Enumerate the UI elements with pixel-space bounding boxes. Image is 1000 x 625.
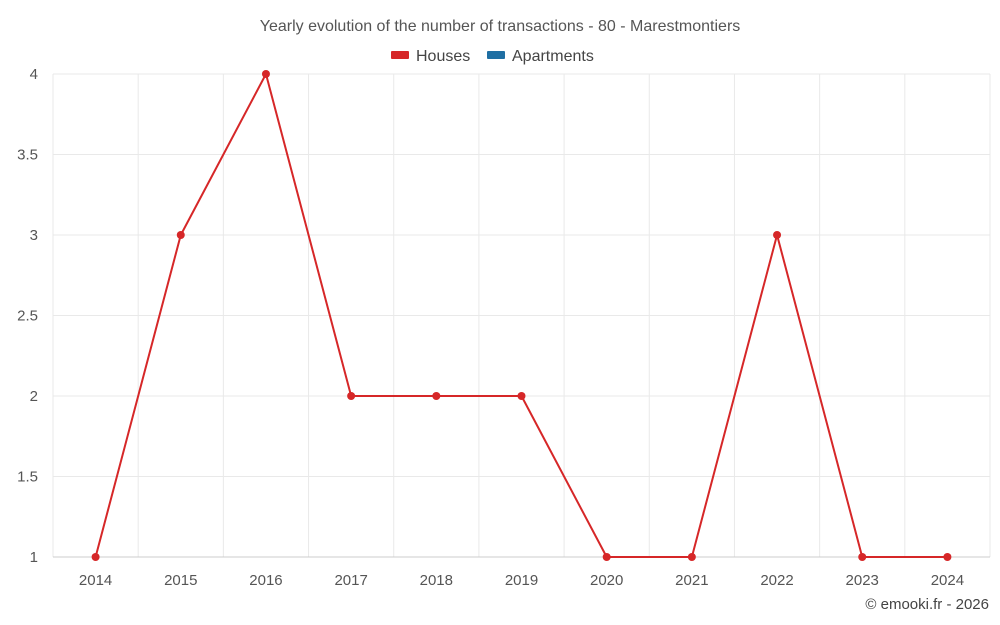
grid — [52, 73, 991, 558]
y-axis: 1 1.5 2 2.5 3 3.5 4 — [17, 66, 38, 566]
x-tick-label: 2019 — [505, 572, 538, 589]
data-point[interactable] — [91, 553, 100, 561]
y-tick-label: 2 — [30, 388, 38, 405]
data-point[interactable] — [687, 553, 696, 561]
data-point[interactable] — [347, 392, 356, 400]
legend-swatch-houses — [391, 51, 409, 59]
data-point[interactable] — [176, 231, 185, 239]
legend-label-houses: Houses — [416, 48, 470, 65]
y-tick-label: 2.5 — [17, 308, 38, 325]
y-tick-label: 4 — [30, 66, 38, 83]
legend-item-apartments[interactable]: Apartments — [487, 48, 594, 65]
data-point[interactable] — [602, 553, 611, 561]
data-point[interactable] — [432, 392, 441, 400]
y-tick-label: 3 — [30, 227, 38, 244]
legend-swatch-apartments — [487, 51, 505, 59]
legend-label-apartments: Apartments — [512, 48, 594, 65]
series — [91, 70, 952, 561]
x-tick-label: 2017 — [334, 572, 367, 589]
x-tick-label: 2016 — [249, 572, 282, 589]
y-tick-label: 1 — [30, 549, 38, 566]
x-axis: 2014 2015 2016 2017 2018 2019 2020 2021 2022 2023… — [53, 556, 990, 589]
x-tick-label: 2023 — [846, 572, 879, 589]
data-point[interactable] — [858, 553, 867, 561]
data-point[interactable] — [517, 392, 526, 400]
x-tick-label: 2022 — [760, 572, 793, 589]
credit-text: © emooki.fr - 2026 — [865, 596, 989, 613]
data-point[interactable] — [773, 231, 782, 239]
chart-title: Yearly evolution of the number of transa… — [260, 18, 741, 35]
x-tick-label: 2014 — [79, 572, 112, 589]
x-tick-label: 2015 — [164, 572, 197, 589]
legend: Houses Apartments — [391, 48, 594, 65]
x-tick-label: 2024 — [931, 572, 964, 589]
y-tick-label: 1.5 — [17, 469, 38, 486]
legend-item-houses[interactable]: Houses — [391, 48, 470, 65]
x-tick-label: 2020 — [590, 572, 623, 589]
x-tick-label: 2021 — [675, 572, 708, 589]
data-point[interactable] — [261, 70, 270, 78]
data-point[interactable] — [943, 553, 952, 561]
x-tick-label: 2018 — [420, 572, 453, 589]
y-tick-label: 3.5 — [17, 147, 38, 164]
